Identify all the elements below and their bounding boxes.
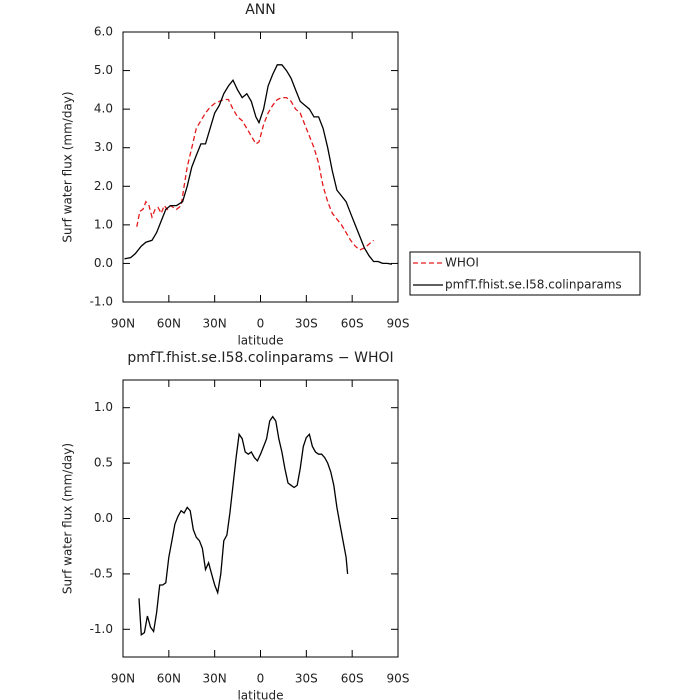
x-tick-label: 90S (387, 672, 410, 686)
y-tick-label: -1.0 (90, 295, 113, 309)
y-tick-label: 1.0 (94, 400, 113, 414)
x-tick-label: 30S (295, 317, 318, 331)
y-tick-label: 1.0 (94, 217, 113, 231)
x-tick-label: 30N (203, 317, 227, 331)
plot-frame (122, 31, 399, 303)
y-tick-label: 0.0 (94, 511, 113, 525)
x-tick-label: 90S (387, 317, 410, 331)
y-tick-label: 0.5 (94, 456, 113, 470)
data-line (124, 64, 393, 265)
y-tick-label: 4.0 (94, 102, 113, 116)
legend-box (409, 251, 641, 296)
chart-title: pmfT.fhist.se.I58.colinparams − WHOI (127, 350, 393, 366)
y-tick-label: 2.0 (94, 179, 113, 193)
x-tick-label: 60N (157, 672, 181, 686)
y-axis-label: Surf water flux (mm/day) (61, 443, 75, 594)
chart-title: ANN (245, 2, 276, 18)
y-tick-label: 3.0 (94, 140, 113, 154)
y-tick-label: -1.0 (90, 622, 113, 636)
x-axis-label: latitude (237, 334, 283, 348)
x-axis-label: latitude (237, 689, 283, 700)
plot-frame (122, 379, 399, 658)
y-tick-label: -0.5 (90, 566, 113, 580)
x-tick-label: 0 (257, 672, 265, 686)
x-tick-label: 90N (111, 317, 135, 331)
legend-label: pmfT.fhist.se.I58.colinparams (445, 278, 622, 292)
x-tick-label: 60S (341, 317, 364, 331)
legend-label: WHOI (445, 256, 479, 270)
y-axis-label: Surf water flux (mm/day) (61, 91, 75, 242)
data-line (138, 415, 349, 637)
x-tick-label: 60N (157, 317, 181, 331)
y-tick-label: 6.0 (94, 25, 113, 39)
data-line (136, 96, 375, 251)
x-tick-label: 30S (295, 672, 318, 686)
y-tick-label: 0.0 (94, 256, 113, 270)
x-tick-label: 0 (257, 317, 265, 331)
x-tick-label: 30N (203, 672, 227, 686)
x-tick-label: 60S (341, 672, 364, 686)
x-tick-label: 90N (111, 672, 135, 686)
y-tick-label: 5.0 (94, 63, 113, 77)
